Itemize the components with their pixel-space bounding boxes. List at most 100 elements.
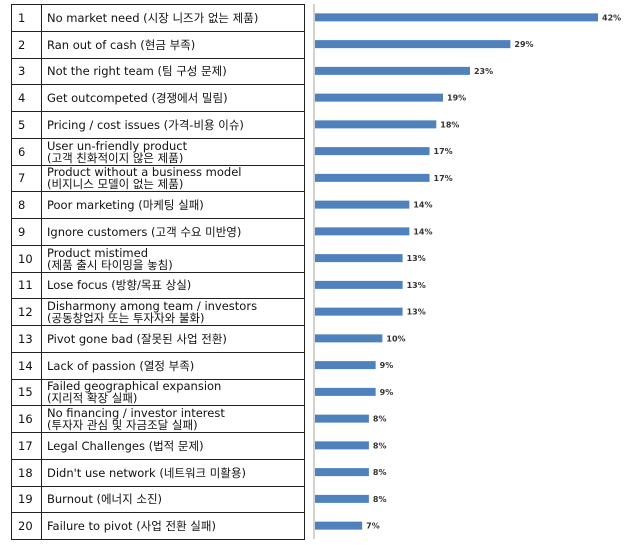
reason-cell: User un-friendly product (고객 친화적이지 않은 제품) (41, 137, 305, 166)
rank-cell: 9 (11, 218, 42, 246)
bar (315, 254, 403, 263)
reasons-table: 1 No market need (시장 니즈가 없는 제품) 2 Ran out o… (11, 4, 305, 540)
data-label: 42% (602, 13, 621, 22)
bar (315, 227, 410, 236)
reason-label: (지리적 확장 실패) (47, 391, 138, 406)
reason-cell: Lack of passion (열정 부족) (41, 351, 305, 380)
data-label: 8% (373, 441, 387, 450)
reason-label: Lack of passion (열정 부족) (47, 358, 195, 373)
bar (315, 120, 437, 129)
table-row: 16 No financing / investor interest (투자자 관… (11, 405, 305, 433)
reason-cell: Failed geographical expansion (지리적 확장 실패) (41, 378, 305, 407)
reason-label: (투자자 관심 및 자금조달 실패) (47, 418, 198, 433)
rank-cell: 19 (11, 485, 42, 514)
data-label: 14% (413, 201, 432, 210)
table-row: 10 Product mistimed (제품 출시 타이밍을 놓침) (11, 244, 305, 273)
reason-cell: Legal Challenges (법적 문제) (41, 432, 305, 460)
bar (315, 414, 369, 423)
table-row: 5 Pricing / cost issues (가격-비용 이슈) (11, 111, 305, 139)
table-row: 9 Ignore customers (고객 수요 미반영) (11, 218, 305, 246)
bar (315, 494, 369, 503)
bar (315, 468, 369, 477)
bar (315, 307, 403, 316)
bar (315, 147, 430, 156)
reason-label: Not the right team (팀 구성 문제) (47, 64, 227, 79)
table-row: 7 Product without a business model (비지니스 모… (11, 164, 305, 193)
reason-label: Ignore customers (고객 수요 미반영) (47, 224, 242, 239)
bar (315, 200, 410, 209)
bar (315, 13, 598, 22)
data-label: 7% (366, 522, 380, 531)
data-label: 9% (380, 361, 394, 370)
reason-label: User un-friendly product (47, 138, 188, 153)
table-row: 3 Not the right team (팀 구성 문제) (11, 57, 305, 86)
reason-label: Product without a business model (47, 165, 242, 180)
rank-cell: 7 (11, 164, 42, 193)
reason-cell: Failure to pivot (사업 전환 실패) (41, 512, 305, 540)
reason-cell: No market need (시장 니즈가 없는 제품) (41, 4, 305, 32)
rank-cell: 3 (11, 57, 42, 86)
data-label: 9% (380, 388, 394, 397)
data-label: 17% (434, 147, 453, 156)
reason-label: Pivot gone bad (잘못된 사업 전환) (47, 331, 227, 346)
data-label: 14% (413, 227, 432, 236)
data-label: 19% (447, 94, 466, 103)
reason-cell: Poor marketing (마케팅 실패) (41, 191, 305, 219)
table-row: 20 Failure to pivot (사업 전환 실패) (11, 512, 305, 540)
bar (315, 280, 403, 289)
reason-cell: Get outcompeted (경쟁에서 밀림) (41, 84, 305, 112)
table-row: 17 Legal Challenges (법적 문제) (11, 432, 305, 460)
reason-cell: Product mistimed (제품 출시 타이밍을 놓침) (41, 244, 305, 273)
data-label: 18% (440, 120, 459, 129)
rank-cell: 6 (11, 137, 42, 166)
reason-cell: Ran out of cash (현금 부족) (41, 30, 305, 59)
reason-label: Get outcompeted (경쟁에서 밀림) (47, 91, 228, 106)
reason-cell: Not the right team (팀 구성 문제) (41, 57, 305, 86)
reason-label: Didn't use network (네트워크 미활용) (47, 465, 247, 480)
data-label: 8% (373, 415, 387, 424)
data-label: 13% (407, 281, 426, 290)
rank-cell: 11 (11, 271, 42, 300)
bar (315, 387, 376, 396)
table-row: 1 No market need (시장 니즈가 없는 제품) (11, 4, 305, 32)
rank-cell: 13 (11, 325, 42, 353)
data-label: 8% (373, 495, 387, 504)
table-row: 18 Didn't use network (네트워크 미활용) (11, 458, 305, 487)
reason-label: (공동창업자 또는 투자자와 불화) (47, 311, 205, 326)
data-label: 29% (514, 40, 533, 49)
reason-cell: Disharmony among team / investors (공동창업자 … (41, 298, 305, 326)
reason-label: (비지니스 모델이 없는 제품) (47, 177, 184, 192)
reason-label: Disharmony among team / investors (47, 299, 258, 314)
table-row: 8 Poor marketing (마케팅 실패) (11, 191, 305, 219)
data-label: 17% (434, 174, 453, 183)
reason-label: Poor marketing (마케팅 실패) (47, 198, 204, 213)
rank-cell: 14 (11, 351, 42, 380)
data-label: 23% (474, 67, 493, 76)
reason-cell: Didn't use network (네트워크 미활용) (41, 458, 305, 487)
rank-cell: 18 (11, 458, 42, 487)
bar (315, 93, 444, 102)
reason-label: (고객 친화적이지 않은 제품) (47, 150, 184, 165)
rank-cell: 2 (11, 30, 42, 59)
rank-cell: 1 (11, 4, 42, 32)
bar (315, 521, 363, 530)
table-row: 19 Burnout (에너지 소진) (11, 485, 305, 514)
data-label: 13% (407, 254, 426, 263)
reason-label: Legal Challenges (법적 문제) (47, 438, 204, 453)
table-row: 12 Disharmony among team / investors (공동창업… (11, 298, 305, 326)
table-row: 11 Lose focus (방향/목표 상실) (11, 271, 305, 300)
reason-cell: Pricing / cost issues (가격-비용 이슈) (41, 111, 305, 139)
reason-label: Ran out of cash (현금 부족) (47, 37, 196, 52)
rank-cell: 10 (11, 244, 42, 273)
reason-label: Failed geographical expansion (47, 379, 222, 394)
table-row: 14 Lack of passion (열정 부족) (11, 351, 305, 380)
table-row: 13 Pivot gone bad (잘못된 사업 전환) (11, 325, 305, 353)
bar (315, 334, 383, 343)
data-label: 10% (386, 334, 405, 343)
bar (315, 173, 430, 182)
table-row: 2 Ran out of cash (현금 부족) (11, 30, 305, 59)
data-label: 8% (373, 468, 387, 477)
reason-label: Lose focus (방향/목표 상실) (47, 278, 192, 293)
reason-cell: Burnout (에너지 소진) (41, 485, 305, 514)
reason-cell: No financing / investor interest (투자자 관심 … (41, 405, 305, 433)
